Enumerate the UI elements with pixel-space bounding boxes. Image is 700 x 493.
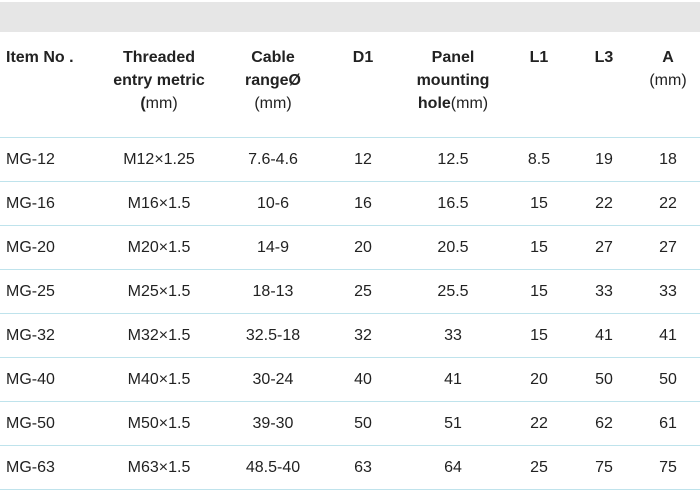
table-cell: 14-9 [220,225,326,270]
table-cell: M50×1.5 [98,401,220,446]
col-cable-range: Cable rangeØ (mm) [220,40,326,138]
table-cell: 33 [636,269,700,314]
col-a: A (mm) [636,40,700,138]
table-cell: 15 [506,181,572,226]
col-item-no: Item No . [0,40,98,138]
table-cell: M32×1.5 [98,313,220,358]
table-cell: 41 [400,357,506,402]
table-row: MG-32 M32×1.5 32.5-18 32 33 15 41 41 [0,313,700,358]
col-d1: D1 [326,40,400,138]
table-cell: MG-50 [0,401,98,446]
table-cell: 27 [636,225,700,270]
table-cell: M40×1.5 [98,357,220,402]
table-cell: MG-40 [0,357,98,402]
table-cell: 20 [506,357,572,402]
table-row: MG-25 M25×1.5 18-13 25 25.5 15 33 33 [0,269,700,314]
table-cell: 15 [506,313,572,358]
table-row: MG-12 M12×1.25 7.6-4.6 12 12.5 8.5 19 18 [0,137,700,182]
table-cell: 22 [636,181,700,226]
header-bar [0,2,700,32]
table-cell: MG-63 [0,445,98,490]
table-cell: 27 [572,225,636,270]
table-cell: 39-30 [220,401,326,446]
table-cell: 75 [636,445,700,490]
table-cell: 50 [572,357,636,402]
table-row: MG-20 M20×1.5 14-9 20 20.5 15 27 27 [0,225,700,270]
col-thread: Threaded entry metric (mm) [98,40,220,138]
table-cell: 33 [400,313,506,358]
table-cell: 64 [400,445,506,490]
table-cell: M20×1.5 [98,225,220,270]
table-cell: 33 [572,269,636,314]
table-cell: 12.5 [400,137,506,182]
table-cell: 16.5 [400,181,506,226]
table-cell: 8.5 [506,137,572,182]
table-cell: MG-25 [0,269,98,314]
table-cell: 62 [572,401,636,446]
header-row: Item No . Threaded entry metric (mm) Cab… [0,40,700,138]
table-cell: MG-32 [0,313,98,358]
table-cell: 19 [572,137,636,182]
table-cell: 50 [636,357,700,402]
table-cell: 75 [572,445,636,490]
table-cell: 12 [326,137,400,182]
table-cell: 18 [636,137,700,182]
table-cell: 41 [636,313,700,358]
table-cell: 41 [572,313,636,358]
table-cell: 51 [400,401,506,446]
table-cell: 63 [326,445,400,490]
table-row: MG-50 M50×1.5 39-30 50 51 22 62 61 [0,401,700,446]
table-cell: M12×1.25 [98,137,220,182]
table-cell: 22 [572,181,636,226]
table-row: MG-63 M63×1.5 48.5-40 63 64 25 75 75 [0,445,700,490]
table-row: MG-40 M40×1.5 30-24 40 41 20 50 50 [0,357,700,402]
table-cell: 25.5 [400,269,506,314]
table-cell: 15 [506,225,572,270]
col-l3: L3 [572,40,636,138]
table-cell: 32 [326,313,400,358]
table-cell: 25 [506,445,572,490]
table-cell: 61 [636,401,700,446]
table-cell: 48.5-40 [220,445,326,490]
table-cell: MG-20 [0,225,98,270]
table-cell: 20 [326,225,400,270]
table-cell: 10-6 [220,181,326,226]
table-cell: MG-16 [0,181,98,226]
table-cell: 15 [506,269,572,314]
table-cell: 25 [326,269,400,314]
table-cell: 30-24 [220,357,326,402]
spec-table: Item No . Threaded entry metric (mm) Cab… [0,40,700,490]
table-cell: 16 [326,181,400,226]
table-cell: M25×1.5 [98,269,220,314]
table-cell: 18-13 [220,269,326,314]
table-row: MG-16 M16×1.5 10-6 16 16.5 15 22 22 [0,181,700,226]
table-cell: 40 [326,357,400,402]
table-cell: M16×1.5 [98,181,220,226]
col-l1: L1 [506,40,572,138]
col-panel-hole: Panel mounting hole(mm) [400,40,506,138]
table-cell: 20.5 [400,225,506,270]
table-cell: MG-12 [0,137,98,182]
table-cell: 7.6-4.6 [220,137,326,182]
table-cell: 50 [326,401,400,446]
table-cell: 32.5-18 [220,313,326,358]
table-cell: M63×1.5 [98,445,220,490]
table-cell: 22 [506,401,572,446]
